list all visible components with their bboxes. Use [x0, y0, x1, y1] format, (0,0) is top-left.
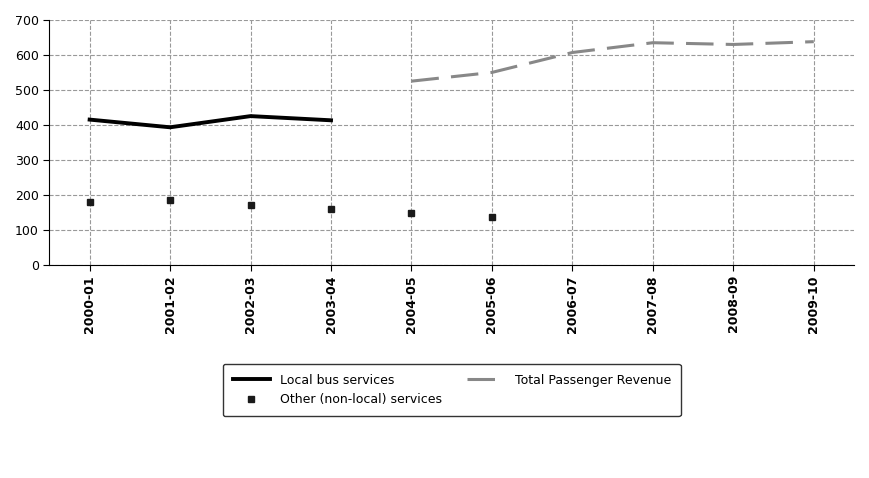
Total Passenger Revenue — [407, 78, 417, 84]
Local bus services — [165, 124, 176, 130]
Line: Other (non-local) services: Other (non-local) services — [86, 196, 495, 221]
Total Passenger Revenue — [567, 50, 578, 55]
Local bus services — [84, 117, 95, 122]
Total Passenger Revenue — [647, 40, 658, 45]
Local bus services — [326, 118, 336, 123]
Other (non-local) services — [326, 206, 336, 212]
Legend: Local bus services, Other (non-local) services, Total Passenger Revenue: Local bus services, Other (non-local) se… — [222, 364, 680, 416]
Line: Total Passenger Revenue: Total Passenger Revenue — [412, 42, 813, 81]
Local bus services — [245, 113, 255, 119]
Other (non-local) services — [245, 202, 255, 207]
Other (non-local) services — [165, 197, 176, 203]
Total Passenger Revenue — [808, 39, 819, 44]
Total Passenger Revenue — [487, 70, 497, 76]
Line: Local bus services: Local bus services — [90, 116, 331, 127]
Other (non-local) services — [84, 199, 95, 205]
Other (non-local) services — [487, 215, 497, 220]
Total Passenger Revenue — [728, 42, 739, 47]
Other (non-local) services — [407, 210, 417, 216]
